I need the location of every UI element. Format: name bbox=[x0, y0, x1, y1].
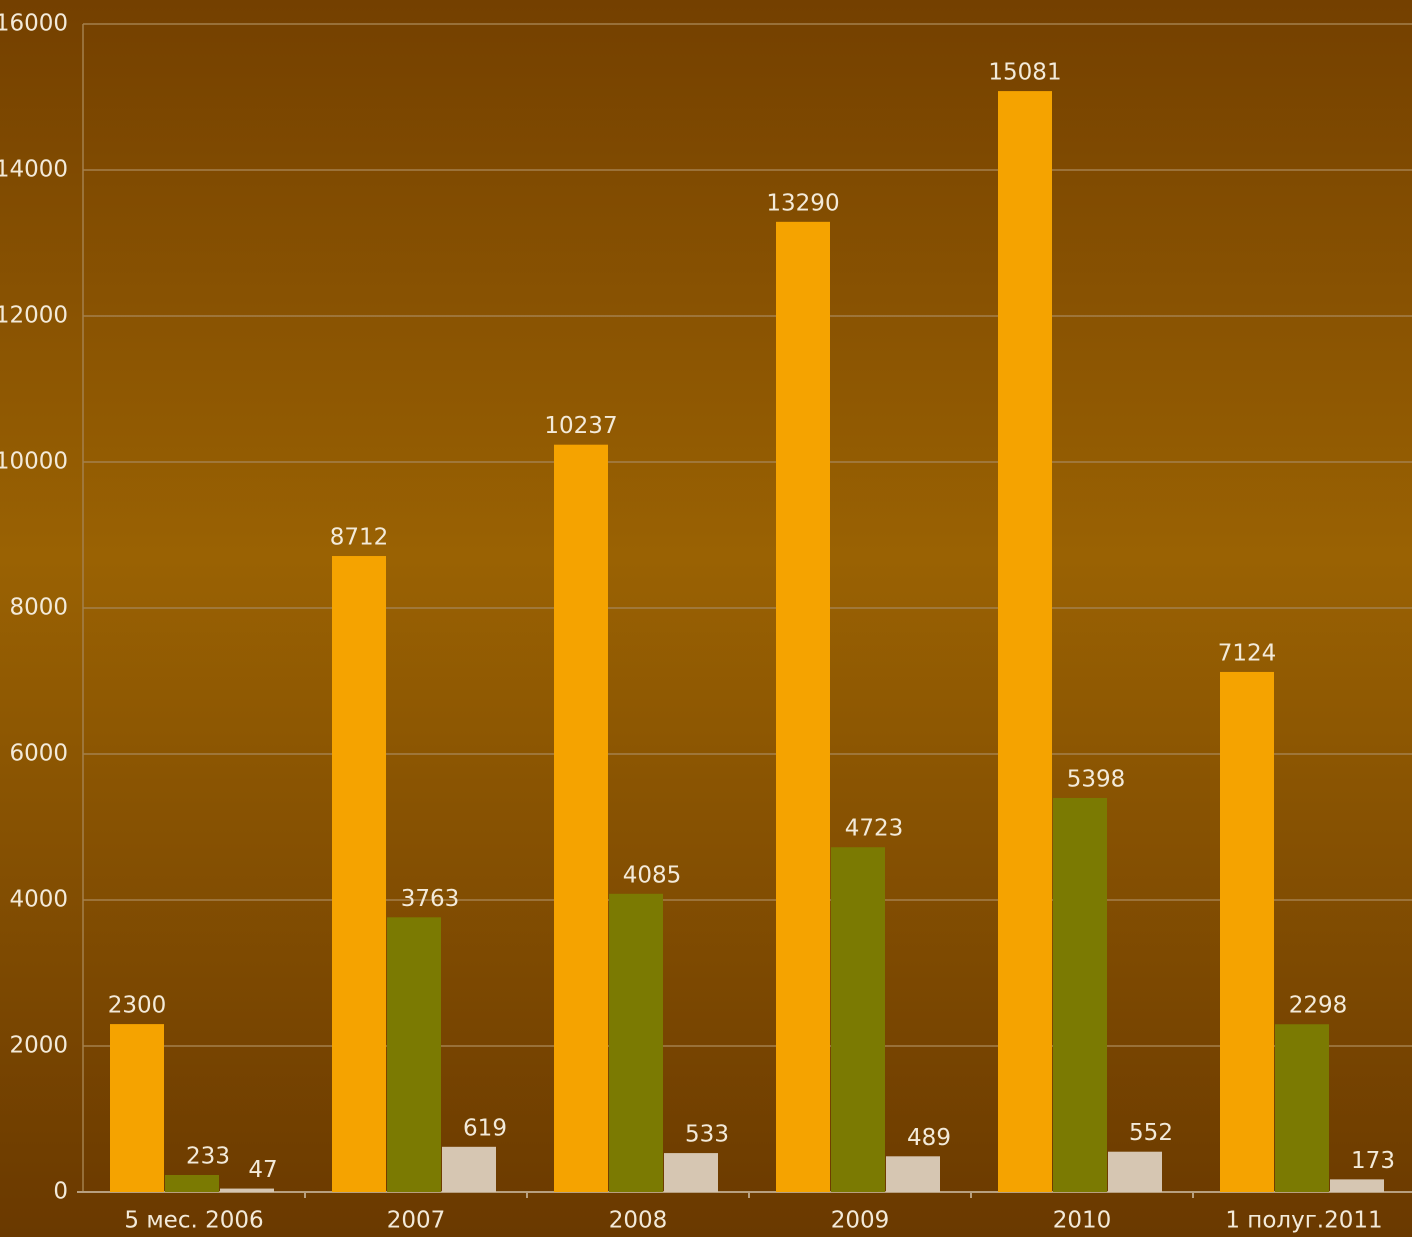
y-tick-label: 14000 bbox=[0, 157, 68, 183]
y-tick-label: 12000 bbox=[0, 303, 68, 329]
value-label: 8712 bbox=[330, 525, 389, 551]
x-tick-label: 2008 bbox=[609, 1208, 668, 1234]
bar bbox=[220, 1188, 274, 1192]
bar bbox=[664, 1153, 718, 1192]
y-tick-label: 10000 bbox=[0, 449, 68, 475]
bar bbox=[332, 556, 386, 1192]
x-tick-label: 2007 bbox=[387, 1208, 446, 1234]
value-label: 3763 bbox=[401, 886, 460, 912]
value-label: 4723 bbox=[845, 816, 904, 842]
value-label: 10237 bbox=[544, 413, 617, 439]
value-label: 173 bbox=[1351, 1148, 1395, 1174]
bar bbox=[1108, 1151, 1162, 1192]
x-tick-label: 5 мес. 2006 bbox=[124, 1208, 263, 1234]
value-label: 619 bbox=[463, 1115, 507, 1141]
bar bbox=[387, 917, 441, 1192]
bar bbox=[554, 444, 608, 1193]
value-label: 233 bbox=[186, 1143, 230, 1169]
bar bbox=[831, 847, 885, 1192]
value-label: 552 bbox=[1129, 1120, 1173, 1146]
bar bbox=[1220, 671, 1274, 1192]
value-label: 4085 bbox=[623, 862, 682, 888]
value-label: 7124 bbox=[1218, 640, 1277, 666]
value-label: 533 bbox=[685, 1122, 729, 1148]
bar bbox=[1053, 797, 1107, 1192]
x-tick-label: 2010 bbox=[1053, 1208, 1112, 1234]
bar bbox=[110, 1024, 164, 1192]
y-tick-label: 6000 bbox=[9, 741, 68, 767]
value-label: 2300 bbox=[108, 993, 167, 1019]
bar bbox=[165, 1174, 219, 1192]
y-tick-label: 4000 bbox=[9, 887, 68, 913]
value-label: 47 bbox=[248, 1157, 277, 1183]
y-tick-label: 0 bbox=[53, 1179, 68, 1205]
y-tick-label: 8000 bbox=[9, 595, 68, 621]
y-tick-label: 16000 bbox=[0, 11, 68, 37]
bar bbox=[886, 1156, 940, 1192]
bar bbox=[442, 1146, 496, 1192]
bar bbox=[776, 221, 830, 1192]
value-label: 15081 bbox=[988, 60, 1061, 86]
x-tick-label: 1 полуг.2011 bbox=[1225, 1208, 1382, 1234]
value-label: 2298 bbox=[1289, 993, 1348, 1019]
value-label: 489 bbox=[907, 1125, 951, 1151]
x-tick-label: 2009 bbox=[831, 1208, 890, 1234]
bar bbox=[998, 91, 1052, 1192]
value-label: 5398 bbox=[1067, 766, 1126, 792]
bar bbox=[609, 893, 663, 1192]
bar bbox=[1330, 1179, 1384, 1192]
y-tick-label: 2000 bbox=[9, 1033, 68, 1059]
bar bbox=[1275, 1024, 1329, 1192]
value-label: 13290 bbox=[766, 190, 839, 216]
